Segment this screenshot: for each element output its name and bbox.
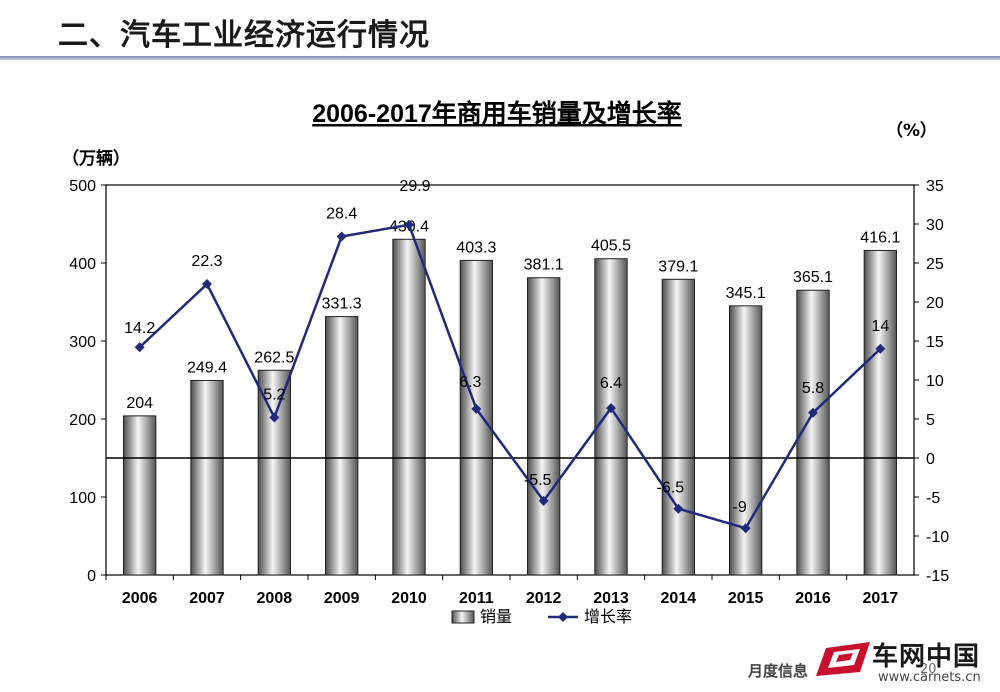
y-right-tick-label: 15	[926, 334, 944, 351]
y-right-axis-label: （%）	[886, 120, 937, 141]
x-tick-label: 2010	[391, 590, 427, 607]
chart-marks: 0 100 200 300 400 500 -15 -10 -5 0 5 10 15 20 25 30 35 20…	[69, 178, 949, 607]
bar-value-label: 204	[126, 395, 153, 412]
y-right-tick-label: -5	[926, 490, 940, 507]
y-left-tick-label: 200	[69, 412, 96, 429]
y-left-tick-label: 100	[69, 490, 96, 507]
bar	[459, 259, 493, 576]
bar	[661, 278, 695, 576]
y-right-tick-label: 5	[926, 412, 935, 429]
bar-value-label: 379.1	[658, 258, 698, 275]
growth-value-label: -5.5	[524, 472, 552, 489]
growth-value-label: -9	[733, 499, 747, 516]
slide-title: 二、汽车工业经济运行情况	[58, 18, 430, 53]
legend-bar-label: 销量	[480, 608, 512, 626]
bar	[257, 369, 291, 576]
bar	[863, 249, 897, 576]
bar-value-label: 262.5	[254, 349, 294, 366]
bar-value-label: 365.1	[793, 269, 833, 286]
growth-value-label: 22.3	[191, 253, 222, 270]
x-tick-label: 2016	[795, 590, 831, 607]
growth-value-label: 6.4	[600, 375, 622, 392]
x-tick-label: 2014	[661, 590, 697, 607]
x-tick-label: 2015	[728, 590, 764, 607]
bar	[392, 238, 426, 576]
growth-value-label: -6.5	[657, 480, 685, 497]
footer-text: 月度信息	[748, 662, 809, 680]
y-right-tick-label: 20	[926, 295, 944, 312]
x-tick-label: 2012	[526, 590, 562, 607]
y-right-tick-label: 25	[926, 256, 944, 273]
growth-point	[202, 279, 212, 290]
chart-legend: 销量 增长率	[451, 608, 632, 626]
growth-value-label: 6.3	[459, 374, 481, 391]
growth-value-label: 29.9	[399, 178, 430, 195]
x-tick-label: 2007	[189, 590, 225, 607]
legend-line-label: 增长率	[584, 608, 632, 626]
growth-point	[134, 342, 145, 353]
bar-value-label: 249.4	[187, 359, 227, 376]
y-right-tick-label: 35	[926, 178, 944, 195]
x-tick-label: 2011	[459, 590, 494, 607]
y-left-tick-label: 500	[69, 178, 96, 195]
bar-value-label: 381.1	[524, 257, 564, 274]
growth-point	[336, 231, 347, 242]
bar	[190, 379, 224, 576]
growth-value-label: 5.2	[263, 386, 285, 403]
y-right-tick-label: -10	[926, 529, 949, 546]
bar	[123, 415, 157, 576]
growth-value-label: 14	[871, 318, 889, 335]
y-left-tick-label: 300	[69, 334, 96, 351]
brand-logo-icon	[816, 642, 870, 676]
bar	[594, 258, 628, 576]
y-right-tick-label: 10	[926, 373, 944, 390]
bar-value-label: 416.1	[860, 229, 900, 246]
bar-value-label: 345.1	[726, 285, 766, 302]
growth-value-label: 28.4	[326, 205, 357, 222]
growth-value-label: 14.2	[124, 320, 155, 337]
bar	[325, 316, 359, 576]
growth-point	[269, 412, 280, 423]
x-tick-label: 2013	[593, 590, 629, 607]
growth-point	[673, 503, 684, 514]
brand-name: 车网中国	[872, 642, 981, 672]
chart-title: 2006-2017年商用车销量及增长率	[312, 99, 682, 128]
growth-point	[740, 523, 751, 534]
bar	[729, 305, 763, 576]
growth-point	[606, 403, 616, 414]
growth-point	[875, 343, 886, 354]
brand-url: www.carnets.cn	[878, 670, 981, 685]
y-right-tick-label: 30	[926, 217, 944, 234]
bar-value-label: 331.3	[322, 296, 362, 313]
growth-line	[138, 223, 882, 530]
y-right-tick-label: 0	[926, 451, 935, 468]
growth-point	[471, 403, 482, 414]
bar-value-label: 405.5	[591, 238, 631, 255]
y-left-axis-label: （万辆）	[62, 148, 130, 169]
x-tick-label: 2006	[122, 590, 158, 607]
bar-value-label: 403.3	[456, 239, 496, 256]
plot-area	[105, 184, 915, 576]
title-divider	[0, 56, 1000, 60]
growth-point	[538, 495, 549, 506]
growth-point	[808, 407, 818, 418]
x-tick-label: 2017	[863, 590, 899, 607]
x-tick-label: 2008	[257, 590, 293, 607]
legend-line-marker	[558, 612, 568, 622]
page-number: 20	[920, 662, 937, 677]
y-left-tick-label: 400	[69, 256, 96, 273]
growth-point	[404, 219, 414, 230]
growth-value-label: 5.8	[802, 380, 824, 397]
legend-bar-swatch	[451, 610, 475, 624]
bar	[527, 277, 561, 576]
y-left-tick-label: 0	[87, 568, 96, 585]
y-right-tick-label: -15	[926, 568, 949, 585]
x-tick-label: 2009	[324, 590, 360, 607]
